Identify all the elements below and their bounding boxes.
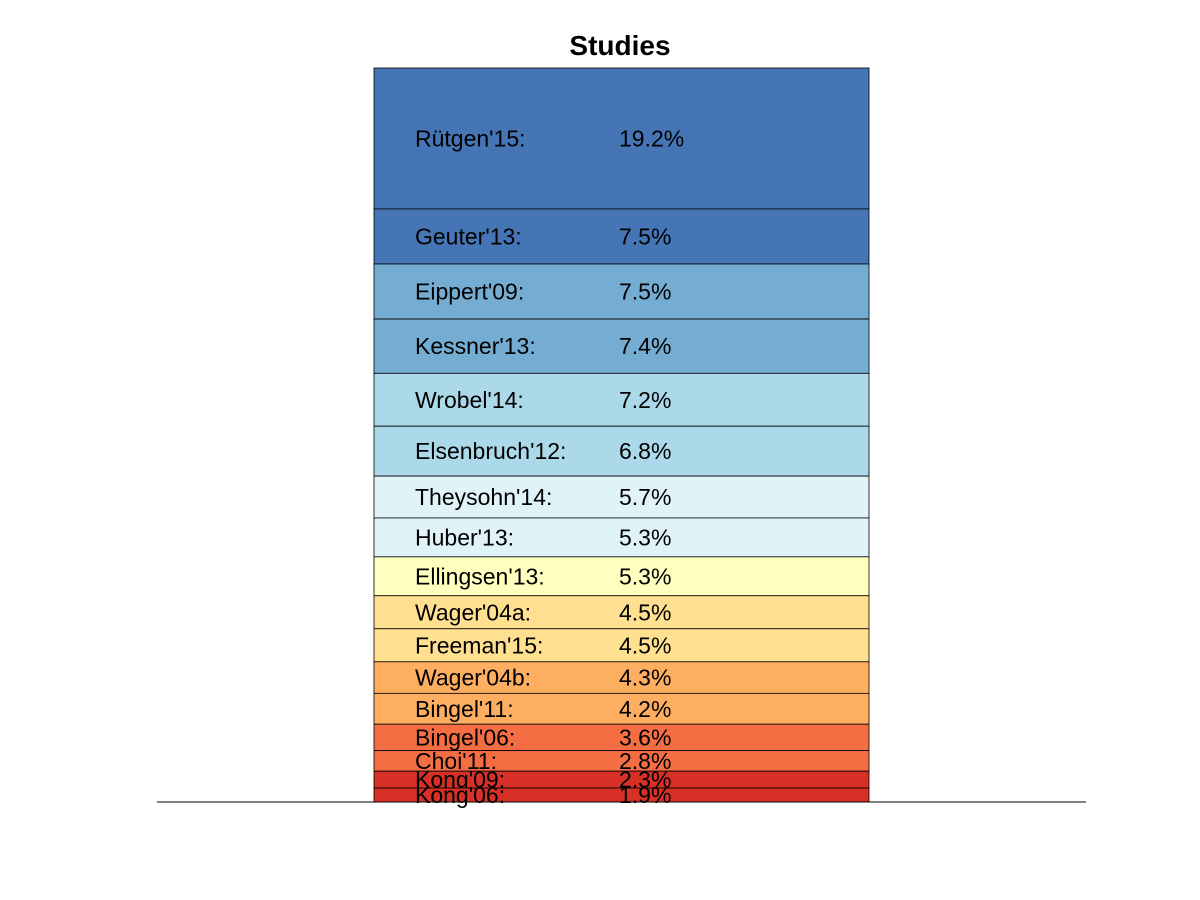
segment-label: Wager'04a: [415, 599, 531, 625]
segment: Kessner'13: 7.4% [373, 318, 870, 374]
segment-label: Rütgen'15: [415, 125, 526, 151]
segment: Choi'11: 2.8% [373, 748, 870, 774]
segment: Eippert'09: 7.5% [373, 263, 870, 320]
segment-value-label: 4.5% [619, 632, 671, 658]
segment: Theysohn'14: 5.7% [373, 475, 870, 519]
segment-value-label: 1.9% [619, 782, 671, 808]
segment-bar [373, 263, 870, 320]
segment-bar [373, 67, 870, 210]
segment-label: Elsenbruch'12: [415, 438, 566, 464]
segment-bar [373, 723, 870, 752]
segment-value-label: 4.3% [619, 665, 671, 691]
segment-bar [373, 661, 870, 694]
segment-value-label: 19.2% [619, 125, 684, 151]
segment-value-label: 6.8% [619, 438, 671, 464]
segment-label: Kessner'13: [415, 333, 536, 359]
segment: Rütgen'15: 19.2% [373, 67, 870, 210]
segment-bar [373, 517, 870, 558]
segment-value-label: 7.4% [619, 333, 671, 359]
chart-title: Studies [569, 30, 670, 61]
segment-value-label: 7.5% [619, 279, 671, 305]
segment-label: Choi'11: [415, 748, 497, 774]
segment: Elsenbruch'12: 6.8% [373, 425, 870, 477]
segment-bar [373, 692, 870, 725]
segment-label: Huber'13: [415, 524, 514, 550]
segment-value-label: 4.2% [619, 696, 671, 722]
segment: Wager'04b: 4.3% [373, 661, 870, 694]
segment: Freeman'15: 4.5% [373, 628, 870, 663]
segment-label: Ellingsen'13: [415, 563, 545, 589]
segment: Geuter'13: 7.5% [373, 208, 870, 265]
segment: Wrobel'14: 7.2% [373, 372, 870, 427]
segment-value-label: 5.7% [619, 484, 671, 510]
segment-label: Wrobel'14: [415, 387, 524, 413]
segment-value-label: 5.3% [619, 563, 671, 589]
segment-value-label: 5.3% [619, 524, 671, 550]
segment-label: Bingel'11: [415, 696, 514, 722]
segment-value-label: 4.5% [619, 599, 671, 625]
segment-bar [373, 208, 870, 265]
stacked-segments: Rütgen'15: 19.2%Geuter'13: 7.5%Eippert'09:… [373, 67, 870, 808]
segment-bar [373, 425, 870, 477]
segment-label: Bingel'06: [415, 724, 515, 750]
segment-value-label: 7.2% [619, 387, 671, 413]
segment-label: Wager'04b: [415, 665, 531, 691]
segment: Wager'04a: 4.5% [373, 595, 870, 630]
segment-label: Eippert'09: [415, 279, 524, 305]
segment-bar [373, 595, 870, 630]
segment-label: Theysohn'14: [415, 484, 552, 510]
segment-label: Kong'06: [415, 782, 505, 808]
segment: Bingel'11: 4.2% [373, 692, 870, 725]
segment-label: Geuter'13: [415, 223, 522, 249]
segment-value-label: 3.6% [619, 724, 671, 750]
segment-bar [373, 318, 870, 374]
segment-bar [373, 628, 870, 663]
segment: Ellingsen'13: 5.3% [373, 556, 870, 597]
segment: Huber'13: 5.3% [373, 517, 870, 558]
segment-value-label: 7.5% [619, 223, 671, 249]
segment-value-label: 2.8% [619, 748, 671, 774]
segment-label: Freeman'15: [415, 632, 543, 658]
segment: Bingel'06: 3.6% [373, 723, 870, 752]
segment: Kong'06: 1.9% [373, 782, 870, 808]
segment-bar [373, 372, 870, 427]
